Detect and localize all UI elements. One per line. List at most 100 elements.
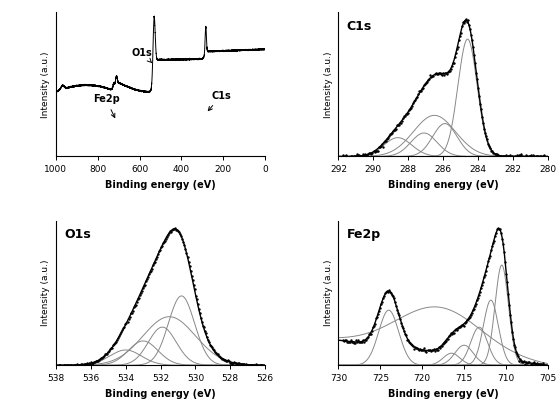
Point <box>390 127 399 134</box>
Point <box>471 301 480 308</box>
Point <box>127 309 136 316</box>
Point <box>186 267 195 274</box>
Point <box>417 88 426 95</box>
Point <box>519 155 528 161</box>
Y-axis label: Intensity (a.u.): Intensity (a.u.) <box>41 51 50 118</box>
Point <box>211 349 220 355</box>
Point <box>196 315 205 321</box>
Point <box>203 336 212 343</box>
Point <box>175 229 184 235</box>
Point <box>424 347 433 354</box>
Point <box>500 249 509 255</box>
Point <box>388 292 397 298</box>
Point <box>427 74 436 81</box>
Point <box>347 339 356 346</box>
Point <box>367 151 376 158</box>
Point <box>489 239 498 246</box>
Point <box>111 339 120 346</box>
Point <box>468 37 477 44</box>
Point <box>537 362 546 369</box>
Point <box>364 331 373 338</box>
Point <box>482 268 491 274</box>
Point <box>389 127 397 134</box>
Point <box>361 337 369 343</box>
Point <box>256 361 265 368</box>
Point <box>392 302 401 309</box>
Point <box>503 278 511 285</box>
Point <box>248 361 257 368</box>
Point <box>82 360 91 366</box>
Text: O1s: O1s <box>64 228 91 242</box>
Point <box>518 153 527 159</box>
Point <box>415 88 424 95</box>
Point <box>116 331 125 338</box>
Text: Fe2p: Fe2p <box>347 228 381 242</box>
Point <box>501 259 510 266</box>
Point <box>358 337 367 343</box>
Point <box>520 154 529 161</box>
Point <box>527 152 536 159</box>
Point <box>453 325 462 332</box>
X-axis label: Binding energy (eV): Binding energy (eV) <box>388 389 499 399</box>
Point <box>413 93 421 100</box>
X-axis label: Binding energy (eV): Binding energy (eV) <box>105 389 216 399</box>
Point <box>525 359 534 365</box>
Point <box>140 281 149 288</box>
Point <box>509 153 518 160</box>
X-axis label: Binding energy (eV): Binding energy (eV) <box>388 180 499 190</box>
Point <box>345 153 354 160</box>
Point <box>343 154 352 160</box>
Point <box>253 362 262 369</box>
Point <box>257 361 266 368</box>
Point <box>338 337 347 344</box>
Point <box>439 72 448 79</box>
Point <box>475 292 484 298</box>
Point <box>366 149 375 156</box>
Point <box>84 360 93 366</box>
Point <box>79 361 88 368</box>
Point <box>480 125 489 132</box>
Point <box>473 75 482 82</box>
Point <box>343 339 352 346</box>
Point <box>74 361 83 368</box>
Point <box>342 339 351 346</box>
Point <box>236 362 245 369</box>
Point <box>394 310 402 316</box>
Point <box>463 19 472 25</box>
Point <box>420 344 429 351</box>
Point <box>521 361 530 367</box>
Point <box>228 360 236 367</box>
X-axis label: Binding energy (eV): Binding energy (eV) <box>105 180 216 190</box>
Point <box>226 359 235 366</box>
Point <box>359 151 368 158</box>
Point <box>369 323 378 330</box>
Point <box>126 310 135 317</box>
Point <box>414 345 423 352</box>
Point <box>482 263 491 269</box>
Point <box>221 356 230 363</box>
Point <box>130 303 139 310</box>
Point <box>139 282 148 289</box>
Point <box>136 289 145 296</box>
Point <box>404 110 413 117</box>
Point <box>160 239 169 245</box>
Point <box>158 243 167 249</box>
Point <box>406 105 415 112</box>
Point <box>534 361 543 367</box>
Point <box>395 312 404 319</box>
Point <box>499 240 508 247</box>
Point <box>353 151 362 157</box>
Point <box>176 231 185 238</box>
Point <box>516 356 525 362</box>
Point <box>78 361 87 368</box>
Point <box>487 247 496 254</box>
Point <box>478 114 487 121</box>
Point <box>87 359 96 366</box>
Point <box>352 153 361 159</box>
Point <box>170 226 179 232</box>
Point <box>475 93 484 99</box>
Point <box>231 360 240 366</box>
Point <box>245 362 254 369</box>
Point <box>509 335 518 342</box>
Point <box>250 362 259 369</box>
